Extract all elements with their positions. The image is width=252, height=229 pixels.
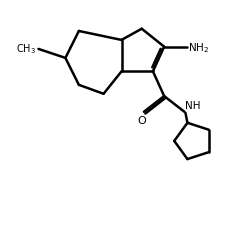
Text: CH$_3$: CH$_3$ <box>16 42 36 55</box>
Text: NH: NH <box>185 100 201 110</box>
Text: NH$_2$: NH$_2$ <box>188 41 209 54</box>
Text: O: O <box>137 116 146 125</box>
